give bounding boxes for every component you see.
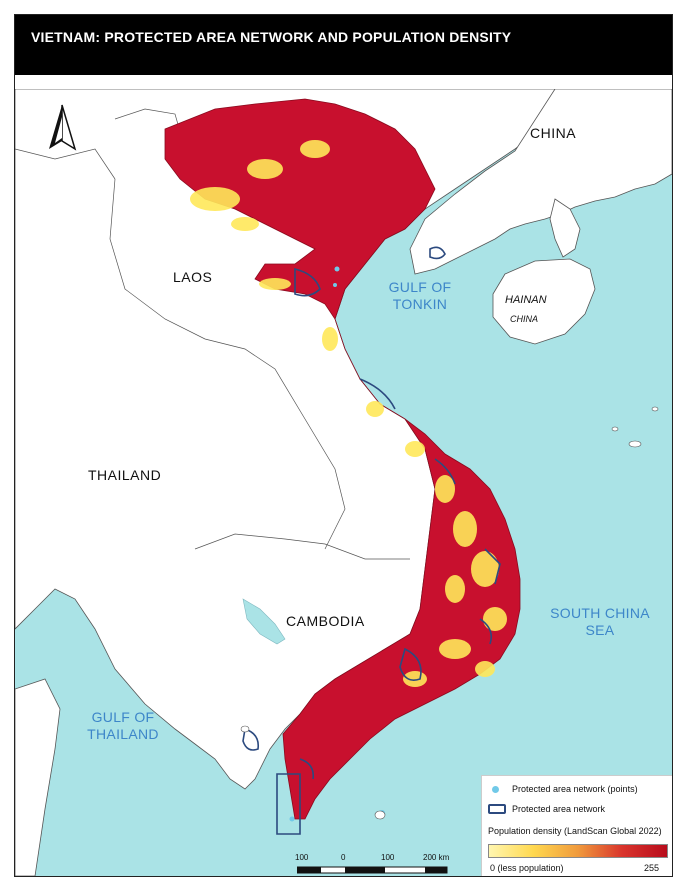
polygon-legend-icon [488, 804, 506, 814]
north-arrow-icon [45, 103, 79, 155]
label-china: CHINA [530, 125, 577, 141]
legend-max-label: 255 [644, 863, 660, 873]
gulf-tonkin-line1: GULF OF [388, 279, 452, 295]
border-myanmar [15, 148, 116, 180]
tonle-sap-lake [242, 598, 286, 645]
label-thailand: THAILAND [88, 467, 162, 483]
label-hainan: HAINAN [505, 294, 547, 306]
legend-density-title: Population density (LandScan Global 2022… [488, 826, 662, 836]
gulf-thailand-line1: GULF OF [91, 709, 155, 725]
legend-points-label: Protected area network (points) [512, 784, 638, 794]
border-thailand-cambodia [194, 533, 410, 560]
hainan-island [492, 258, 596, 345]
scale-tick-2: 100 [381, 853, 395, 862]
gulf-tonkin-line2: TONKIN [392, 296, 448, 312]
map-legend: Protected area network (points) Protecte… [481, 775, 672, 876]
label-cambodia: CAMBODIA [286, 613, 365, 629]
legend-min-label: 0 (less population) [490, 863, 564, 873]
legend-polygons-label: Protected area network [512, 804, 606, 814]
scale-bar-graphic [297, 866, 448, 874]
label-gulf-of-thailand: GULF OF THAILAND [83, 709, 163, 743]
leizhou-peninsula [549, 198, 581, 258]
label-south-china-sea: SOUTH CHINA SEA [545, 605, 655, 639]
label-hainan-sub: CHINA [510, 314, 539, 324]
protected-area-polygons [242, 246, 501, 835]
scs-line2: SEA [585, 622, 615, 638]
title-bar: VIETNAM: PROTECTED AREA NETWORK AND POPU… [15, 15, 672, 75]
map-title: VIETNAM: PROTECTED AREA NETWORK AND POPU… [31, 29, 512, 45]
scale-bar: 100 0 100 200 km [295, 853, 465, 875]
map-canvas [15, 89, 672, 876]
low-density-patches [190, 140, 507, 687]
point-legend-icon [492, 786, 499, 793]
scale-tick-0: 100 [295, 853, 309, 862]
gulf-thailand-line2: THAILAND [87, 726, 159, 742]
label-gulf-of-tonkin: GULF OF TONKIN [385, 279, 455, 313]
scale-tick-1: 0 [341, 853, 346, 862]
map-area[interactable]: CHINA LAOS THAILAND CAMBODIA HAINAN CHIN… [15, 89, 672, 876]
border-laos-thailand [109, 178, 346, 550]
density-gradient-bar [488, 844, 668, 858]
china-landmass [409, 89, 672, 275]
vietnam-territory [164, 98, 521, 820]
small-islands [240, 406, 659, 820]
map-frame: VIETNAM: PROTECTED AREA NETWORK AND POPU… [14, 14, 673, 877]
label-laos: LAOS [173, 269, 213, 285]
scs-line1: SOUTH CHINA [550, 605, 650, 621]
malay-peninsula [15, 678, 61, 876]
scale-tick-3: 200 km [423, 853, 450, 862]
